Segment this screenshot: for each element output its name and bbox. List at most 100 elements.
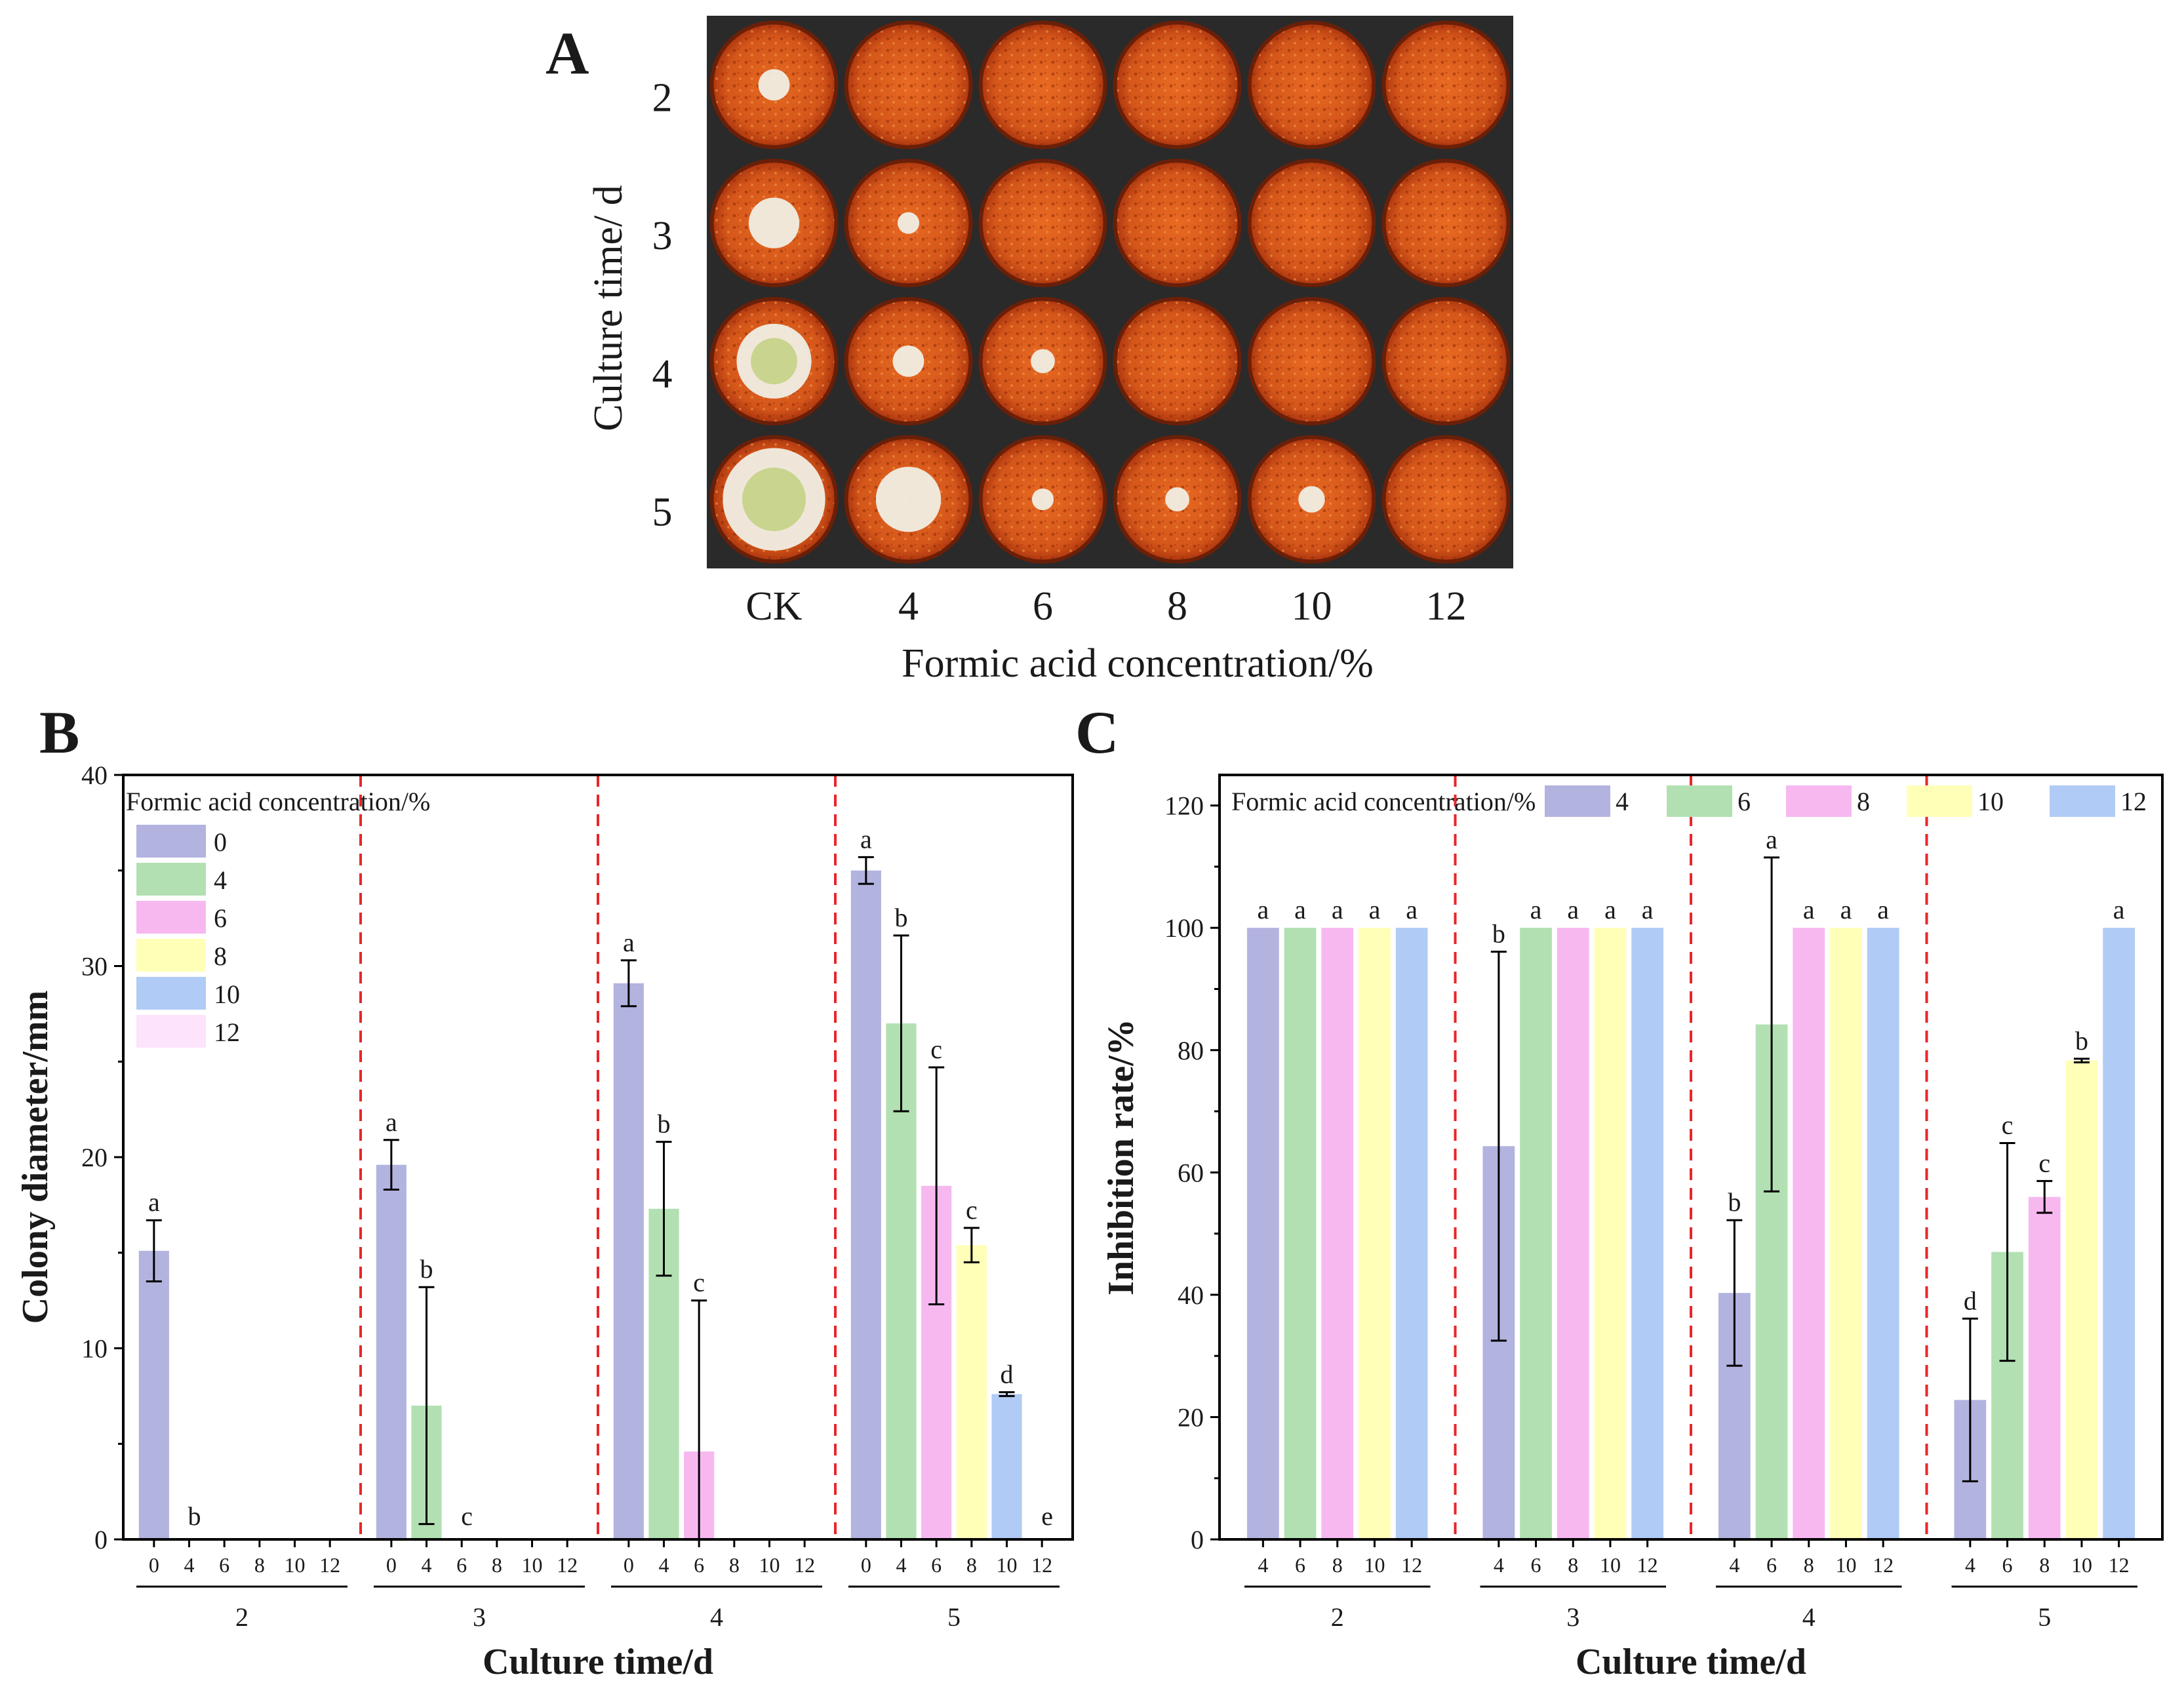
group-label: 4 [710, 1602, 723, 1632]
row-label: 4 [652, 352, 673, 397]
significance-letter: a [1294, 895, 1306, 924]
significance-letter: c [966, 1195, 978, 1225]
group-label: 2 [1331, 1602, 1344, 1632]
fungal-colony [875, 466, 942, 532]
significance-letter: a [1803, 895, 1815, 924]
column-label: 8 [1167, 584, 1187, 629]
panel-letter-c: C [1075, 699, 1119, 766]
petri-dish [709, 20, 839, 149]
bar [2065, 1060, 2098, 1539]
petri-dish [844, 296, 973, 425]
significance-letter: a [1406, 895, 1418, 924]
y-axis-title: Inhibition rate/% [1101, 1019, 1142, 1295]
bar [1867, 928, 1899, 1539]
legend-label: 0 [214, 827, 227, 857]
x-tick-label: 10 [2071, 1553, 2092, 1577]
x-tick-label: 6 [456, 1553, 467, 1577]
y-tick-label: 100 [1164, 913, 1204, 943]
legend-label: 6 [214, 903, 227, 933]
significance-letter: e [1041, 1501, 1053, 1531]
x-tick-label: 8 [729, 1553, 740, 1577]
x-axis-title: Culture time/d [483, 1642, 713, 1681]
legend-swatch [136, 939, 206, 972]
column-labels: CK 4 6 8 10 12 [745, 584, 1466, 629]
bar [138, 1250, 169, 1539]
significance-letter: c [461, 1501, 473, 1531]
row-label: 5 [652, 490, 673, 535]
x-tick-label: 0 [149, 1553, 159, 1577]
x-tick-label: 4 [896, 1553, 907, 1577]
bar [1793, 928, 1825, 1539]
petri-dish [709, 435, 839, 564]
petri-dish [978, 296, 1107, 425]
petri-dish [709, 296, 839, 425]
petri-dish [844, 435, 973, 564]
petri-dish [1113, 435, 1242, 564]
significance-letter: c [693, 1268, 705, 1297]
x-tick-label: 10 [1364, 1553, 1385, 1577]
legend-label: 12 [2120, 787, 2147, 816]
panel-a-plate-grid: A 2 3 4 5 CK 4 6 8 10 12 Culture time/ d Formic … [546, 16, 1513, 686]
y-tick-label: 120 [1164, 791, 1204, 821]
group-label: 4 [1802, 1602, 1816, 1632]
x-tick-label: 4 [1965, 1553, 1976, 1577]
significance-letter: a [1766, 825, 1777, 854]
significance-letter: b [2075, 1026, 2088, 1056]
significance-letter: a [1642, 895, 1654, 924]
petri-dish [1113, 20, 1242, 149]
y-tick-label: 0 [1191, 1525, 1204, 1554]
significance-letter: a [623, 928, 635, 957]
legend-label: 6 [1737, 787, 1751, 816]
significance-letter: a [1369, 895, 1381, 924]
row-labels: 2 3 4 5 [652, 75, 673, 534]
x-tick-label: 10 [1835, 1553, 1856, 1577]
petri-dish [1381, 20, 1511, 149]
y-tick-label: 80 [1178, 1036, 1204, 1065]
group-label: 5 [2038, 1602, 2051, 1632]
legend-swatch [136, 977, 206, 1010]
x-tick-label: 8 [1332, 1553, 1343, 1577]
bar [1520, 928, 1552, 1539]
column-label: 4 [898, 584, 919, 629]
x-tick-label: 10 [997, 1553, 1018, 1577]
panel-letter-a: A [546, 20, 589, 87]
row-label: 3 [652, 214, 673, 258]
panel-letter-b: B [39, 699, 79, 766]
legend-title: Formic acid concentration/% [126, 787, 430, 816]
group-label: 5 [947, 1602, 961, 1632]
petri-dish [709, 159, 839, 288]
x-tick-label: 10 [285, 1553, 306, 1577]
x-tick-label: 12 [794, 1553, 815, 1577]
significance-letter: a [2113, 895, 2125, 924]
fungal-colony [892, 345, 924, 377]
x-tick-label: 0 [861, 1553, 871, 1577]
significance-letter: a [1604, 895, 1616, 924]
legend-label: 10 [1977, 787, 2004, 816]
significance-letter: a [148, 1187, 160, 1217]
bar [1321, 928, 1354, 1539]
petri-dish [1247, 296, 1376, 425]
x-tick-label: 0 [624, 1553, 634, 1577]
legend-swatch [136, 825, 206, 858]
x-tick-label: 6 [1531, 1553, 1541, 1577]
x-tick-label: 4 [1494, 1553, 1504, 1577]
y-tick-label: 0 [94, 1525, 108, 1554]
x-tick-label: 10 [522, 1553, 543, 1577]
legend-label: 10 [214, 979, 240, 1009]
legend-title: Formic acid concentration/% [1231, 787, 1536, 816]
petri-dish [1247, 435, 1376, 564]
bar [850, 870, 881, 1539]
x-tick-label: 8 [966, 1553, 977, 1577]
significance-letter: b [1492, 919, 1505, 949]
y-axis-title: Colony diameter/mm [15, 991, 56, 1324]
x-tick-label: 8 [2039, 1553, 2050, 1577]
y-tick-label: 20 [1178, 1402, 1204, 1432]
bar [1359, 928, 1391, 1539]
x-axis-title: Culture time/d [1576, 1642, 1806, 1681]
fungal-colony [748, 197, 800, 248]
x-tick-label: 12 [1637, 1553, 1658, 1577]
x-tick-label: 12 [2109, 1553, 2130, 1577]
y-tick-label: 40 [81, 761, 108, 790]
